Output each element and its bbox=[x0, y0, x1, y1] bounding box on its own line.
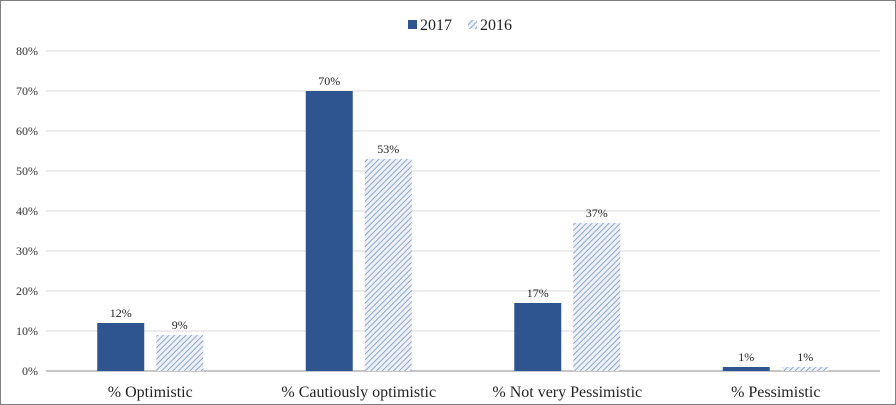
x-tick-label: % Not very Pessimistic bbox=[492, 384, 642, 401]
x-tick-label: % Cautiously optimistic bbox=[281, 384, 436, 401]
x-tick-label: % Optimistic bbox=[108, 384, 193, 401]
y-tick-label: 30% bbox=[16, 244, 38, 258]
legend-label: 2017 bbox=[420, 17, 452, 34]
y-tick-label: 80% bbox=[16, 44, 38, 58]
y-axis: 0% 10% 20% 30% 40% 50% 60% 70% 80% bbox=[16, 44, 38, 378]
data-labels: 12% 9% 70% 53% 17% 37% 1% 1% bbox=[110, 74, 814, 364]
y-tick-label: 70% bbox=[16, 84, 38, 98]
x-tick-label: % Pessimistic bbox=[731, 384, 820, 401]
data-label: 12% bbox=[110, 306, 132, 320]
y-tick-label: 20% bbox=[16, 284, 38, 298]
data-label: 70% bbox=[318, 74, 340, 88]
legend-swatch bbox=[408, 20, 417, 29]
data-label: 53% bbox=[377, 142, 399, 156]
y-tick-label: 10% bbox=[16, 324, 38, 338]
bar-2017 bbox=[97, 323, 145, 371]
bar-2016 bbox=[156, 335, 204, 371]
bar-2017 bbox=[514, 303, 562, 371]
bar-2017 bbox=[722, 367, 770, 371]
bar-2017 bbox=[305, 91, 353, 371]
y-tick-label: 0% bbox=[22, 364, 38, 378]
y-tick-label: 50% bbox=[16, 164, 38, 178]
bar-2016 bbox=[781, 367, 829, 371]
bar-2016 bbox=[573, 223, 621, 371]
data-label: 17% bbox=[527, 286, 549, 300]
data-label: 1% bbox=[738, 350, 754, 364]
legend-swatch bbox=[468, 20, 477, 29]
y-tick-label: 40% bbox=[16, 204, 38, 218]
data-label: 9% bbox=[172, 318, 188, 332]
bars bbox=[97, 91, 829, 371]
data-label: 1% bbox=[797, 350, 813, 364]
legend-label: 2016 bbox=[480, 17, 512, 34]
legend: 2017 2016 bbox=[408, 17, 512, 34]
bar-2016 bbox=[364, 159, 412, 371]
y-tick-label: 60% bbox=[16, 124, 38, 138]
data-label: 37% bbox=[586, 206, 608, 220]
x-axis: % Optimistic % Cautiously optimistic % Not… bbox=[108, 384, 821, 401]
